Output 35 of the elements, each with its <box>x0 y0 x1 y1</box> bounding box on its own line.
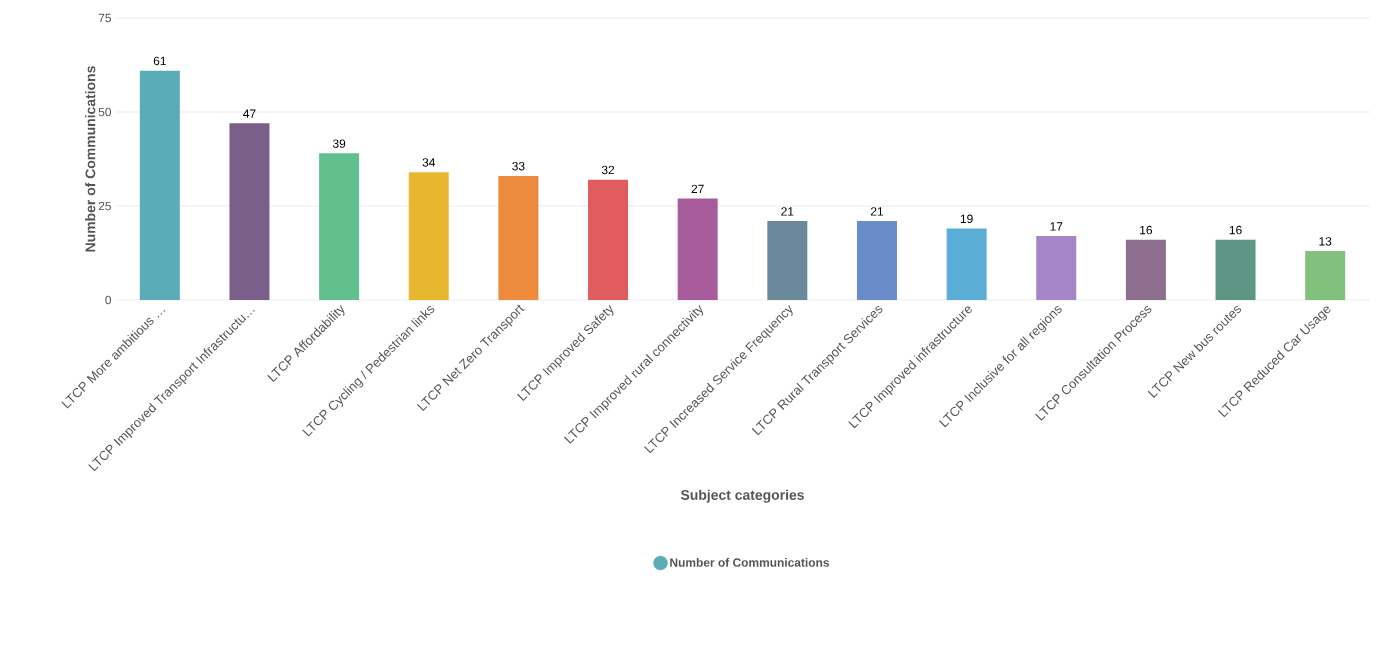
y-axis-title: Number of Communications <box>85 66 96 252</box>
data-label: 17 <box>1050 222 1063 231</box>
data-label: 21 <box>781 207 794 216</box>
bar <box>767 221 808 300</box>
data-label: 21 <box>870 207 884 216</box>
bar <box>408 172 449 300</box>
data-label: 16 <box>1229 225 1242 235</box>
bar <box>1036 236 1077 300</box>
bar <box>319 153 360 300</box>
data-label: 39 <box>332 139 346 148</box>
data-label: 33 <box>512 161 525 171</box>
bar <box>1215 239 1256 300</box>
y-tick-label: 50 <box>98 107 112 117</box>
bar <box>588 179 629 300</box>
bar <box>229 123 270 300</box>
legend-label: Number of Communications <box>670 557 830 567</box>
bar <box>498 175 539 300</box>
data-label: 13 <box>1319 237 1332 246</box>
bar <box>946 228 987 300</box>
data-label: 19 <box>960 214 973 224</box>
y-tick-label: 25 <box>98 201 111 211</box>
x-axis-title: Subject categories <box>680 489 804 503</box>
data-label: 34 <box>422 158 436 167</box>
data-label: 32 <box>601 165 615 175</box>
data-label: 61 <box>153 56 166 66</box>
bar <box>856 221 897 300</box>
bar <box>1125 239 1166 300</box>
bar <box>1305 251 1346 300</box>
data-label: 27 <box>691 184 704 193</box>
y-tick-label: 75 <box>98 13 111 23</box>
bar <box>677 198 718 300</box>
bar <box>139 70 180 300</box>
data-label: 47 <box>243 109 256 118</box>
data-label: 16 <box>1140 225 1153 235</box>
y-tick-label: 0 <box>105 295 112 305</box>
